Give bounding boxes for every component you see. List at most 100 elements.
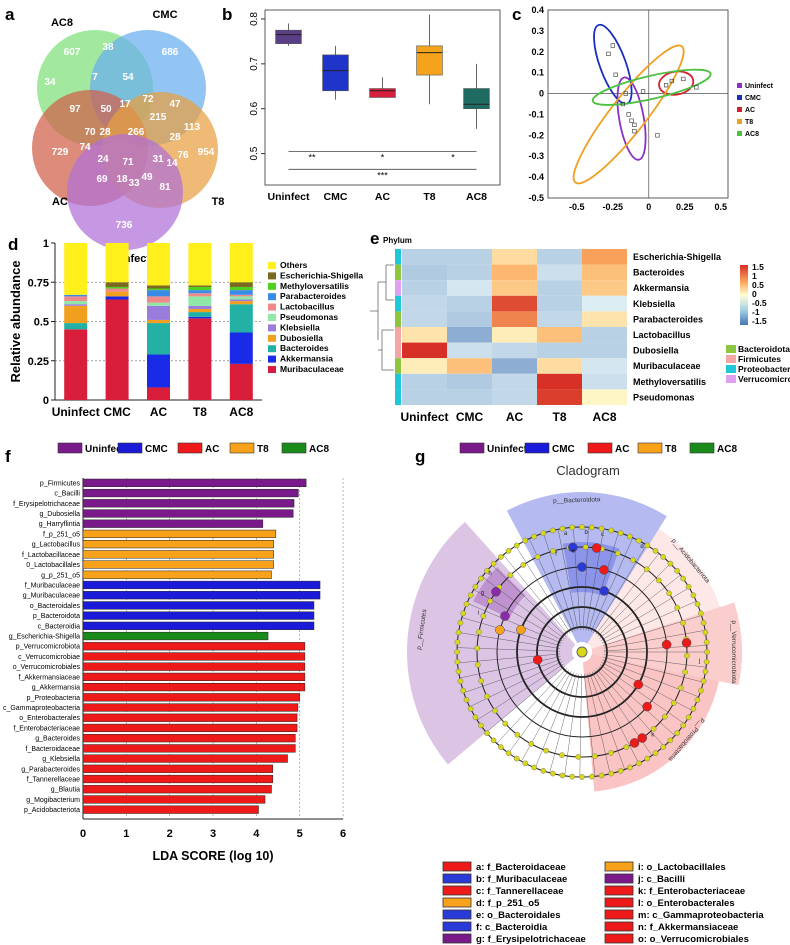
bar-label: g_Klebsiella — [42, 756, 80, 763]
legend-label: AC8 — [309, 444, 329, 455]
heatmap-cell — [447, 280, 492, 296]
sample-point — [655, 133, 660, 138]
heatmap-cell — [492, 311, 537, 327]
cladogram-legend-swatch — [604, 933, 634, 944]
venn-set-label: AC — [52, 196, 68, 208]
lda-bar — [82, 754, 288, 763]
bar-label: f_Muribaculaceae — [25, 582, 80, 589]
tree-node — [474, 645, 480, 652]
leaf-node — [579, 524, 585, 530]
leaf-node — [513, 755, 520, 762]
venn-region-count: 28 — [99, 127, 111, 138]
heatmap-cell — [582, 295, 627, 312]
tree-branch — [461, 617, 561, 647]
venn-region-count: 38 — [102, 42, 114, 53]
sample-point — [632, 129, 637, 134]
bar-segment — [64, 304, 88, 306]
bar-segment — [188, 312, 212, 317]
legend-swatch — [268, 262, 276, 269]
tree-branch — [515, 545, 571, 634]
node-letter: c — [601, 532, 604, 538]
leaf-node — [457, 678, 464, 684]
node-letter: g — [481, 591, 484, 597]
venn-region-count: 28 — [169, 132, 181, 143]
bar-segment — [229, 299, 253, 302]
cladogram-legend-swatch — [442, 861, 472, 872]
x-tick-label: AC — [375, 191, 391, 203]
box — [369, 88, 396, 98]
lda-bar — [82, 682, 306, 692]
x-tick-label: 3 — [210, 828, 216, 840]
tree-node — [484, 693, 490, 700]
heatmap-cell — [492, 249, 537, 265]
leaf-node — [598, 525, 605, 532]
biomarker-node — [495, 625, 505, 635]
bar-segment — [64, 243, 88, 295]
heatmap-cell — [402, 264, 447, 281]
sample-point — [681, 76, 686, 82]
legend-swatch — [637, 442, 663, 454]
y-tick-label: 0 — [539, 89, 544, 99]
leaf-node — [703, 639, 710, 645]
phylum-bar — [395, 342, 401, 359]
x-tick-label: AC8 — [466, 191, 487, 203]
phylum-swatch — [726, 355, 736, 363]
legend-label: CMC — [552, 444, 575, 455]
cladogram-legend-label: i: o_Lactobacillales — [638, 862, 726, 873]
bar-label: f_p_251_o5 — [43, 531, 80, 538]
cladogram-legend-label: a: f_Bacteroidaceae — [476, 862, 566, 873]
stacked-bar-chart: 0 0.25 0.5 0.75 1 Relative abundance Uninfect C… — [8, 238, 363, 419]
sector-label: p__Verrucomicrobiota — [730, 620, 737, 684]
heatmap: Phylum Escherichia-Shigella Bacteroides Akk… — [370, 236, 790, 424]
biomarker-node — [591, 543, 602, 553]
leaf-node — [694, 697, 701, 703]
heatmap-cell — [537, 249, 582, 265]
bar-label: g_Mogibacterium — [26, 797, 80, 804]
x-tick-label: Uninfect — [268, 191, 311, 203]
bar-segment — [188, 305, 212, 309]
box — [322, 54, 349, 92]
column-label: AC8 — [592, 410, 616, 424]
leaf-node — [540, 530, 547, 536]
node-letter: d — [640, 544, 643, 550]
bar-segment — [188, 286, 212, 291]
heatmap-cell — [582, 327, 627, 343]
bar-segment — [188, 290, 212, 294]
sector-firmicutes — [406, 521, 576, 765]
row-label: Akkermansia — [633, 283, 690, 293]
bar-segment — [188, 243, 212, 286]
x-tick-label: T8 — [193, 405, 207, 419]
bar-segment — [105, 291, 129, 297]
legend-label: T8 — [257, 444, 269, 455]
heatmap-cell — [582, 311, 627, 327]
panel-label-a: a — [5, 5, 15, 24]
bar-label: g_Muribaculaceae — [23, 593, 80, 600]
tree-node — [655, 577, 662, 584]
leaf-node — [460, 610, 466, 617]
tree-node — [630, 557, 636, 563]
venn-region-count: 34 — [44, 77, 56, 88]
tree-node — [474, 661, 481, 668]
tree-branch — [473, 589, 564, 642]
legend-swatch — [281, 442, 307, 454]
heatmap-cell — [402, 342, 447, 359]
panel-label-e: e — [370, 229, 379, 248]
leaf-node — [490, 560, 497, 567]
cladogram-legend-label: j: c_Bacilli — [637, 874, 685, 885]
group-ellipse — [616, 76, 647, 161]
bar-segment — [64, 329, 88, 400]
lda-bar — [82, 672, 306, 681]
legend-label: Uninfect — [487, 444, 528, 455]
heatmap-title: Phylum — [383, 236, 412, 245]
y-tick-label: 0.6 — [249, 101, 260, 115]
bar-segment — [229, 301, 253, 305]
box — [275, 29, 302, 44]
leaf-node — [685, 583, 692, 590]
heatmap-cell — [492, 295, 537, 312]
tree-branch — [549, 673, 577, 773]
significance-label: ** — [308, 152, 316, 162]
leaf-node — [472, 583, 479, 590]
x-tick-label: -0.5 — [569, 202, 585, 212]
bar-segment — [64, 301, 88, 305]
